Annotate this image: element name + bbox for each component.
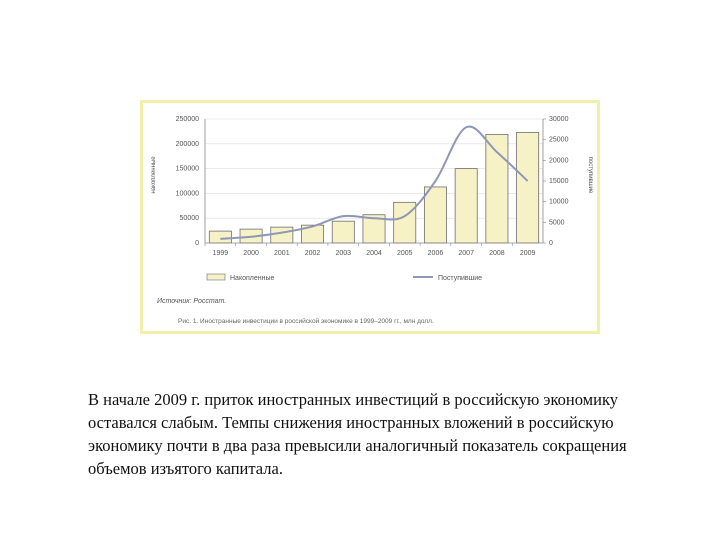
body-paragraph: В начале 2009 г. приток иностранных инве… [88,390,627,478]
bar-2007 [454,168,478,244]
x-tick-label: 1999 [213,250,229,257]
x-tick-label: 2007 [458,250,474,257]
bar-2006 [423,186,447,244]
chart-axes [204,118,546,246]
x-tick-label: 2003 [335,250,351,257]
legend-label-line: Поступившие [438,275,482,282]
series-line-Поступившие [220,125,529,240]
x-tick-label: 2005 [397,250,413,257]
chart-ticks: 2500002000001500001000005000003000025000… [176,116,569,257]
right-tick-label: 5000 [549,219,565,226]
legend-swatch-bars [206,273,226,281]
right-axis-label: поступившие [587,157,593,194]
right-tick-label: 15000 [549,178,569,185]
chart-bars [208,131,540,244]
bar-2003 [331,220,355,244]
x-tick-label: 2008 [489,250,505,257]
chart-legend: Накопленные Поступившие [206,273,482,282]
chart-svg: 2500002000001500001000005000003000025000… [151,116,593,305]
legend-label-bars: Накопленные [230,275,275,282]
left-tick-label: 200000 [176,141,199,148]
chart-line [220,125,529,240]
source-note: Источник: Росстат. [157,298,226,305]
left-tick-label: 250000 [176,116,199,123]
x-tick-label: 2002 [305,250,321,257]
bar-1999 [208,230,232,244]
chart-figure: 250000 200000 150000 100000 50000 0 30000 25000… [140,100,600,334]
figure-caption: Рис. 1. Иностранные инвестиции в российс… [178,318,434,325]
left-axis-label: накопленные [151,156,157,194]
x-tick-label: 2001 [274,250,290,257]
left-tick-label: 150000 [176,166,199,173]
bar-2009 [516,131,540,244]
right-tick-label: 30000 [549,116,569,123]
x-tick-label: 2006 [428,250,444,257]
bar-2001 [270,226,294,244]
left-tick-label: 50000 [180,215,200,222]
left-tick-label: 100000 [176,190,199,197]
right-tick-label: 10000 [549,199,569,206]
bar-2005 [393,201,417,244]
x-tick-label: 2000 [243,250,259,257]
left-tick-label: 0 [195,240,199,247]
bar-2008 [485,133,509,244]
right-tick-label: 0 [549,240,553,247]
x-tick-label: 2004 [366,250,382,257]
right-tick-label: 20000 [549,157,569,164]
x-tick-label: 2009 [520,250,536,257]
right-tick-label: 25000 [549,137,569,144]
